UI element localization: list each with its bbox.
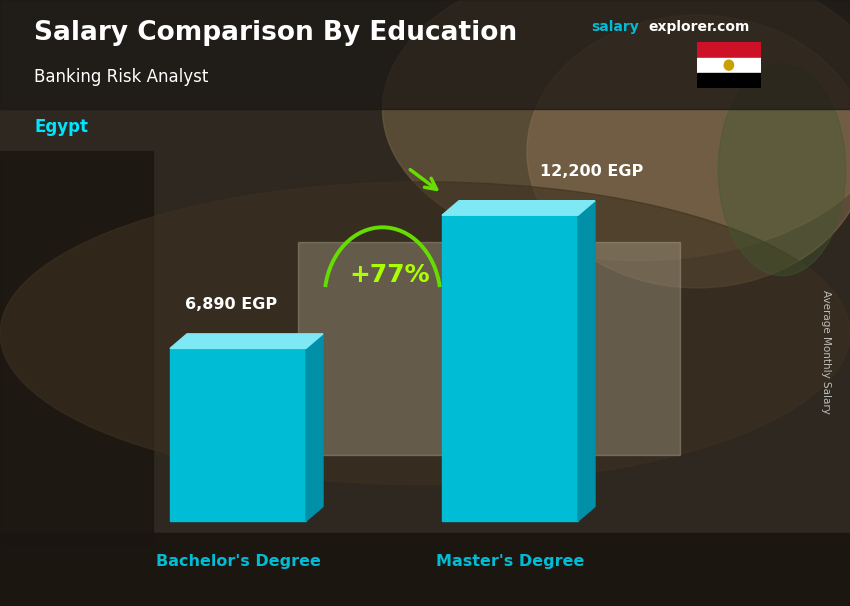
Polygon shape: [306, 334, 323, 521]
Ellipse shape: [718, 64, 846, 276]
Text: salary: salary: [591, 19, 638, 34]
Ellipse shape: [527, 15, 850, 288]
Text: 12,200 EGP: 12,200 EGP: [540, 164, 643, 179]
Text: +77%: +77%: [349, 262, 429, 287]
Bar: [697, 42, 761, 58]
Bar: [0, 0, 850, 109]
Bar: [697, 58, 761, 73]
Text: Egypt: Egypt: [34, 118, 88, 136]
Polygon shape: [442, 201, 595, 215]
Bar: [442, 215, 578, 521]
Circle shape: [724, 60, 734, 70]
Text: Master's Degree: Master's Degree: [436, 554, 584, 569]
Ellipse shape: [0, 182, 850, 485]
Text: Average Monthly Salary: Average Monthly Salary: [821, 290, 831, 413]
Text: Salary Comparison By Education: Salary Comparison By Education: [34, 19, 517, 45]
Text: 6,890 EGP: 6,890 EGP: [185, 297, 277, 312]
Text: Bachelor's Degree: Bachelor's Degree: [156, 554, 320, 569]
Bar: [697, 73, 761, 88]
Bar: [0, 152, 153, 545]
Bar: [0, 533, 850, 606]
Ellipse shape: [382, 0, 850, 261]
Polygon shape: [578, 201, 595, 521]
Text: explorer.com: explorer.com: [649, 19, 750, 34]
Polygon shape: [170, 334, 323, 348]
Bar: [298, 242, 680, 454]
Bar: [170, 348, 306, 521]
Text: Banking Risk Analyst: Banking Risk Analyst: [34, 68, 208, 85]
